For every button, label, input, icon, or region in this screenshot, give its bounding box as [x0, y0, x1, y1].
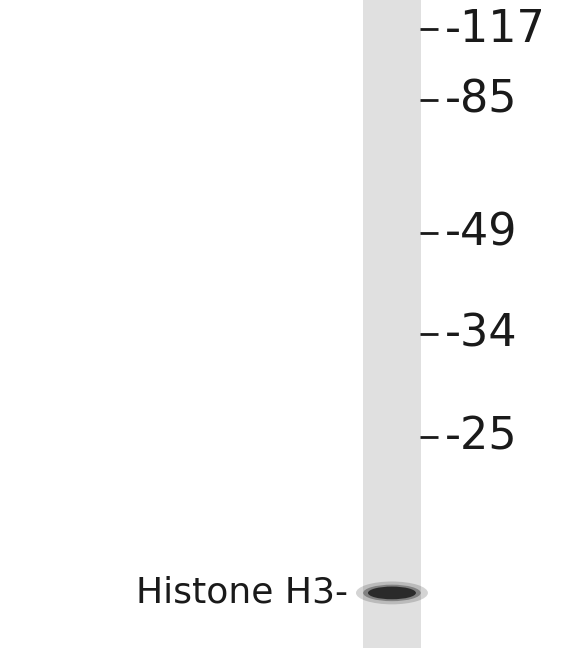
Bar	[363, 0, 421, 648]
Text: -85: -85	[445, 79, 517, 122]
Text: -49: -49	[445, 212, 517, 255]
Text: Histone H3-: Histone H3-	[136, 576, 348, 610]
Text: -25: -25	[445, 416, 517, 459]
Text: -34: -34	[445, 312, 517, 355]
Ellipse shape	[363, 584, 421, 601]
Ellipse shape	[368, 586, 416, 599]
Ellipse shape	[356, 581, 428, 605]
Text: -117: -117	[445, 8, 545, 51]
